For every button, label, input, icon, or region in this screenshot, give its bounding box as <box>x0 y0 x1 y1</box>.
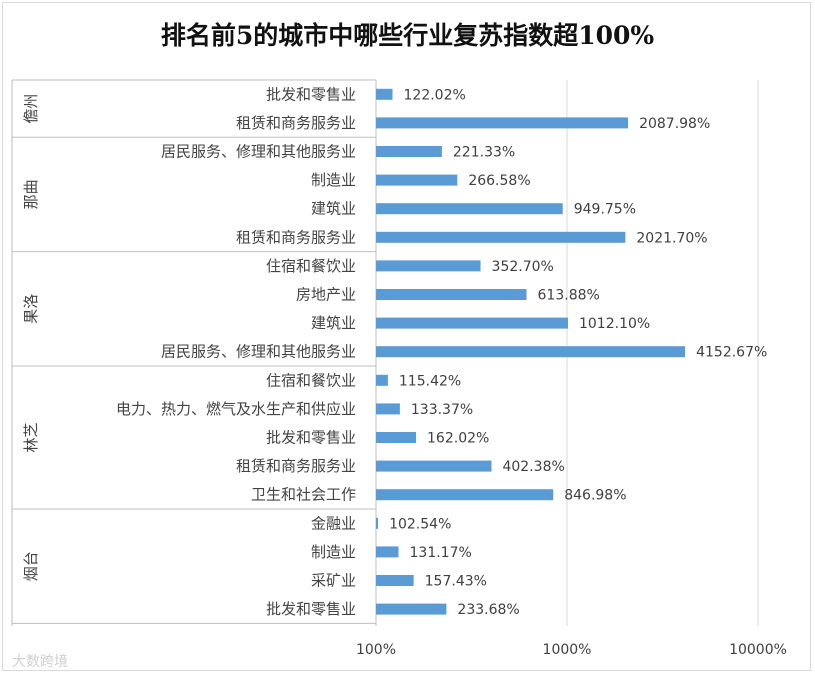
group-label: 果洛 <box>22 294 40 324</box>
chart-title: 排名前5的城市中哪些行业复苏指数超100% <box>160 21 655 50</box>
bar <box>376 603 447 615</box>
bar <box>376 231 626 243</box>
bar <box>376 174 458 186</box>
data-label: 402.38% <box>502 459 564 475</box>
x-tick-label: 1000% <box>543 642 592 658</box>
category-label: 租赁和商务服务业 <box>236 228 356 246</box>
bar <box>376 146 442 157</box>
bar <box>376 403 400 415</box>
bar <box>376 289 527 300</box>
bar <box>376 374 388 386</box>
data-label: 122.02% <box>404 87 466 103</box>
bar <box>376 346 686 358</box>
x-tick-label: 100% <box>356 642 396 658</box>
category-label: 居民服务、修理和其他服务业 <box>161 343 356 361</box>
data-label: 352.70% <box>492 259 554 275</box>
bar <box>376 575 414 586</box>
group-label: 林芝 <box>22 422 40 452</box>
bar <box>376 517 379 529</box>
data-label: 133.37% <box>411 402 473 418</box>
category-label: 建筑业 <box>311 314 356 332</box>
data-label: 2087.98% <box>639 116 710 132</box>
category-label: 制造业 <box>311 543 356 561</box>
bar <box>376 546 399 558</box>
data-label: 162.02% <box>427 431 489 447</box>
category-label: 制造业 <box>311 171 356 189</box>
data-label: 846.98% <box>564 488 626 504</box>
bar <box>376 317 568 329</box>
data-label: 1012.10% <box>579 316 650 332</box>
category-label: 住宿和餐饮业 <box>266 257 356 275</box>
data-label: 102.54% <box>389 516 451 532</box>
group-label: 烟台 <box>22 551 40 581</box>
data-label: 266.58% <box>468 173 530 189</box>
bar <box>376 117 629 129</box>
category-label: 建筑业 <box>311 200 356 218</box>
category-label: 房地产业 <box>296 286 356 304</box>
category-label: 租赁和商务服务业 <box>236 457 356 475</box>
group-label: 儋州 <box>22 94 40 124</box>
bar <box>376 432 417 443</box>
category-label: 批发和零售业 <box>266 85 356 103</box>
data-label: 4152.67% <box>696 345 767 361</box>
data-label: 613.88% <box>538 288 600 304</box>
data-label: 157.43% <box>425 574 487 590</box>
category-label: 金融业 <box>311 514 356 532</box>
category-label: 批发和零售业 <box>266 600 356 618</box>
data-label: 221.33% <box>453 145 515 161</box>
data-label: 115.42% <box>399 373 461 389</box>
data-label: 2021.70% <box>636 230 707 246</box>
data-label: 131.17% <box>410 545 472 561</box>
group-label: 那曲 <box>22 179 40 209</box>
category-label: 住宿和餐饮业 <box>266 371 356 389</box>
category-label: 居民服务、修理和其他服务业 <box>161 143 356 161</box>
category-label: 租赁和商务服务业 <box>236 114 356 132</box>
category-label: 卫生和社会工作 <box>251 486 356 504</box>
data-label: 949.75% <box>574 202 636 218</box>
category-label: 批发和零售业 <box>266 429 356 447</box>
bar <box>376 260 481 272</box>
category-label: 电力、热力、燃气及水生产和供应业 <box>116 400 356 418</box>
bar <box>376 460 492 472</box>
bar <box>376 88 393 100</box>
category-label: 采矿业 <box>311 572 356 590</box>
bar <box>376 489 554 501</box>
watermark: 大数跨境 <box>12 654 68 670</box>
bar <box>376 203 563 215</box>
data-label: 233.68% <box>457 602 519 618</box>
x-tick-label: 10000% <box>729 642 787 658</box>
